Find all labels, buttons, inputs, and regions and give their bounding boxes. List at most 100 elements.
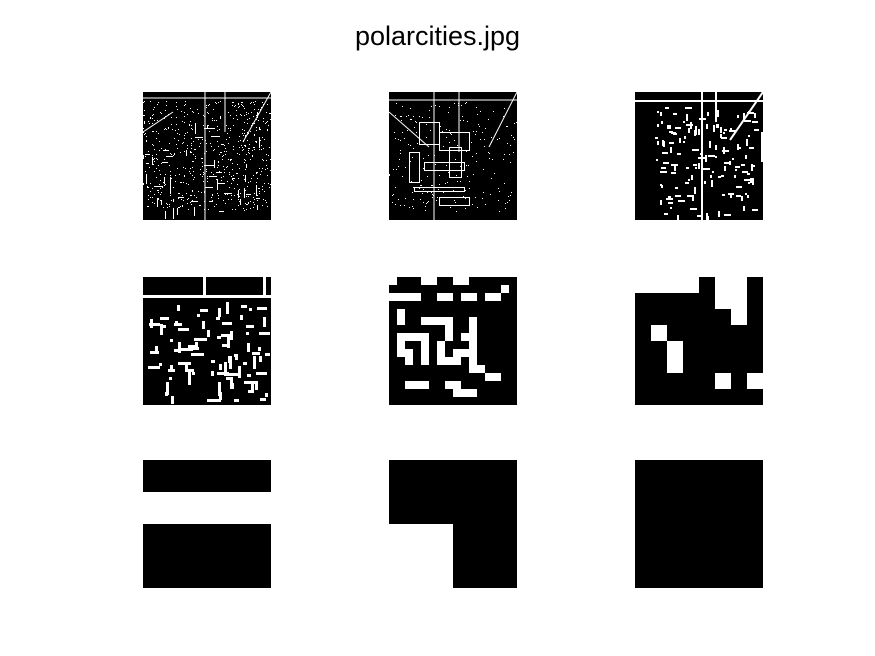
edge-pixel: [225, 154, 226, 155]
edge-pixel: [421, 317, 445, 325]
edge-pixel: [218, 162, 219, 163]
edge-pixel: [231, 383, 234, 389]
edge-pixel: [178, 129, 179, 130]
edge-pixel: [409, 207, 410, 208]
edge-pixel: [248, 150, 249, 151]
edge-pixel: [203, 172, 204, 173]
edge-pixel: [232, 105, 233, 106]
edge-pixel: [437, 357, 461, 365]
edge-pixel: [655, 137, 658, 139]
edge-pixel: [191, 143, 192, 144]
edge-pixel: [703, 168, 710, 170]
edge-pixel: [192, 372, 195, 375]
edge-pixel: [175, 130, 176, 131]
edge-pixel: [175, 321, 178, 325]
edge-pixel: [236, 173, 238, 174]
edge-pixel: [205, 187, 213, 188]
edge-pixel: [248, 202, 249, 204]
edge-pixel: [411, 119, 412, 120]
edge-pixel: [212, 194, 213, 195]
edge-pixel: [217, 179, 218, 190]
edge-pixel: [163, 150, 169, 151]
edge-pixel: [149, 323, 160, 326]
edge-pixel: [250, 181, 251, 182]
edge-pixel: [224, 172, 225, 173]
edge-pixel: [469, 181, 470, 182]
edge-pixel: [222, 159, 223, 160]
edge-pixel: [262, 159, 263, 160]
edge-pixel: [466, 165, 467, 166]
edge-pixel: [143, 102, 144, 103]
edge-map-image: [635, 460, 763, 588]
edge-pixel: [239, 196, 240, 197]
edge-pixel: [238, 141, 239, 142]
edge-pixel: [170, 187, 171, 194]
edge-pixel: [389, 277, 397, 285]
edge-pixel: [427, 176, 428, 177]
edge-pixel: [160, 200, 161, 201]
edge-pixel: [424, 162, 425, 170]
edge-pixel: [261, 171, 262, 172]
edge-pixel: [504, 154, 505, 155]
edge-pixel: [248, 113, 249, 114]
edge-pixel: [212, 200, 213, 201]
edge-pixel: [150, 351, 159, 354]
edge-pixel: [234, 178, 235, 179]
edge-pixel: [247, 134, 248, 135]
edge-pixel: [437, 197, 438, 198]
edge-pixel: [492, 159, 493, 160]
edge-pixel: [161, 163, 162, 164]
edge-pixel: [270, 159, 271, 160]
edge-pixel: [164, 185, 165, 186]
edge-pixel: [219, 171, 220, 172]
edge-pixel: [244, 179, 245, 180]
edge-pixel: [499, 191, 500, 192]
edge-pixel: [209, 131, 210, 132]
edge-pixel: [461, 333, 477, 341]
edge-pixel: [431, 192, 432, 193]
edge-pixel: [421, 185, 422, 186]
edge-pixel: [497, 139, 498, 140]
edge-pixel: [729, 130, 736, 132]
edge-pixel: [217, 141, 218, 142]
edge-pixel: [143, 155, 144, 157]
edge-pixel: [414, 187, 415, 191]
edge-pixel: [202, 166, 203, 167]
edge-pixel: [185, 104, 186, 105]
edge-pixel: [416, 132, 417, 133]
edge-pixel: [239, 136, 240, 137]
edge-pixel: [165, 184, 166, 185]
edge-pixel: [421, 277, 437, 285]
edge-pixel: [435, 105, 436, 106]
edge-pixel: [228, 159, 229, 160]
edge-pixel: [473, 131, 474, 132]
edge-pixel: [255, 101, 256, 102]
edge-pixel: [263, 160, 264, 161]
edge-pixel: [256, 127, 257, 128]
edge-pixel: [249, 144, 250, 145]
edge-map-image: [143, 92, 271, 220]
edge-pixel: [179, 348, 193, 351]
edge-pixel: [165, 211, 166, 219]
edge-pixel: [507, 143, 508, 144]
edge-pixel: [724, 162, 731, 164]
edge-pixel: [150, 197, 151, 198]
edge-pixel: [465, 198, 466, 199]
edge-pixel: [203, 125, 204, 126]
edge-pixel: [220, 101, 221, 102]
edge-pixel: [465, 208, 466, 209]
edge-pixel: [203, 174, 204, 175]
edge-pixel: [204, 192, 205, 193]
edge-pixel: [213, 150, 214, 151]
edge-pixel: [211, 172, 212, 173]
edge-pixel: [203, 181, 204, 182]
edge-pixel: [199, 146, 200, 147]
edge-pixel: [167, 204, 168, 205]
edge-pixel: [446, 129, 447, 130]
edge-pixel: [192, 167, 193, 168]
edge-pixel: [158, 192, 159, 193]
edge-pixel: [154, 171, 155, 172]
edge-pixel: [409, 152, 410, 182]
edge-pixel: [244, 210, 245, 211]
edge-pixel: [224, 145, 225, 146]
